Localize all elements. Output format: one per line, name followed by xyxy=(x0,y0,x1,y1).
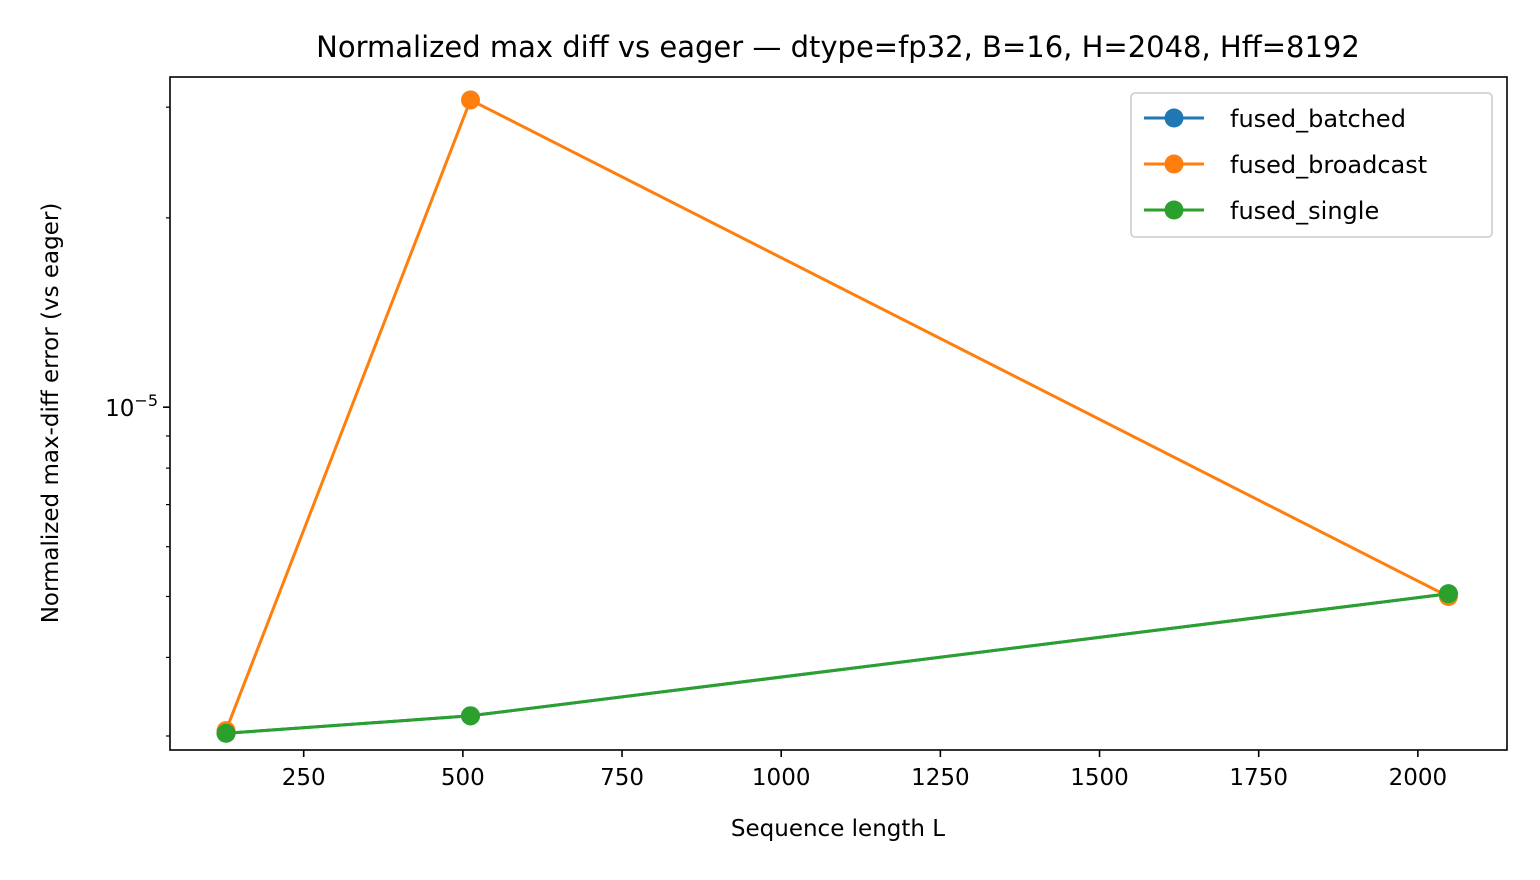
y-tick-base: 10 xyxy=(105,396,134,422)
x-tick-label: 1500 xyxy=(1070,765,1129,791)
data-point-fused_broadcast xyxy=(461,90,481,110)
legend-swatch-marker xyxy=(1164,108,1184,128)
x-tick-label: 750 xyxy=(600,765,644,791)
plot-frame xyxy=(169,76,1508,751)
x-axis: 250 500 750 1000 1250 1500 1750 2000 xyxy=(282,750,1447,791)
x-axis-label: Sequence length L xyxy=(731,816,945,842)
x-tick-label: 2000 xyxy=(1389,765,1448,791)
x-tick-label: 500 xyxy=(441,765,485,791)
y-axis: 10−5 xyxy=(105,106,170,737)
y-axis-label: Normalized max-diff error (vs eager) xyxy=(38,203,64,624)
legend-swatch-marker xyxy=(1164,154,1184,174)
legend-label: fused_broadcast xyxy=(1230,151,1427,179)
legend-swatch-marker xyxy=(1164,200,1184,220)
data-point-fused_single xyxy=(461,706,481,726)
data-point-fused_single xyxy=(1438,584,1458,604)
x-tick-label: 1750 xyxy=(1229,765,1288,791)
y-tick-label: 10−5 xyxy=(105,391,158,422)
legend: fused_batched fused_broadcast fused_single xyxy=(1130,92,1493,238)
series-layer xyxy=(216,90,1458,743)
x-tick-label: 250 xyxy=(282,765,326,791)
legend-box xyxy=(1130,92,1493,238)
chart-title: Normalized max diff vs eager — dtype=fp3… xyxy=(316,30,1360,64)
data-point-fused_single xyxy=(216,723,236,743)
x-tick-label: 1000 xyxy=(752,765,811,791)
legend-label: fused_batched xyxy=(1230,105,1406,133)
x-tick-label: 1250 xyxy=(911,765,970,791)
legend-label: fused_single xyxy=(1230,197,1379,225)
y-tick-exponent: −5 xyxy=(134,391,158,410)
